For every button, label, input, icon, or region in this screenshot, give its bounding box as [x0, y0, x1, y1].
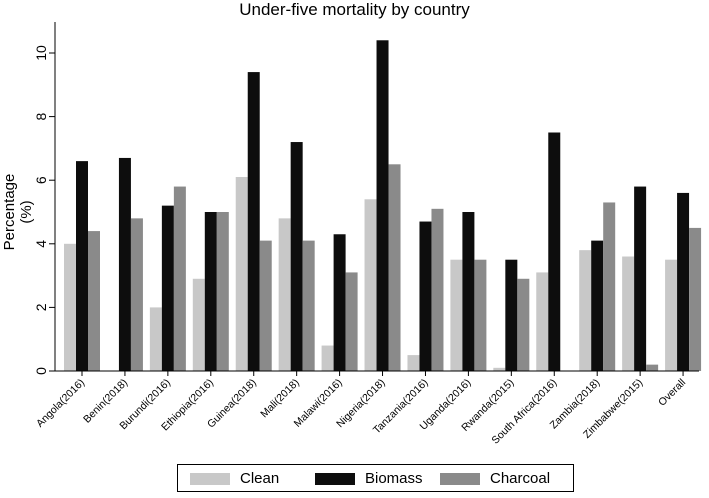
bar-charcoal-9 — [474, 259, 487, 371]
bar-charcoal-7 — [388, 164, 401, 371]
bar-clean-0 — [64, 243, 76, 371]
bar-clean-7 — [364, 199, 377, 371]
legend-label-biomass: Biomass — [365, 470, 423, 487]
bar-biomass-13 — [634, 186, 647, 371]
bar-biomass-12 — [591, 240, 604, 371]
y-tick-label-2: 2 — [33, 303, 49, 311]
x-tick-label-0: Angola(2016) — [34, 377, 87, 430]
bar-clean-11 — [536, 272, 549, 371]
y-tick-label-0: 0 — [33, 367, 49, 375]
bar-clean-8 — [407, 355, 420, 371]
bar-charcoal-3 — [216, 212, 229, 371]
bar-charcoal-6 — [345, 272, 358, 371]
bar-clean-5 — [278, 218, 291, 371]
y-tick-label-8: 8 — [33, 112, 49, 120]
legend-swatch-charcoal — [440, 473, 480, 485]
bar-charcoal-1 — [130, 218, 143, 371]
bar-charcoal-10 — [517, 278, 530, 371]
bar-biomass-11 — [548, 132, 561, 371]
y-tick-label-10: 10 — [33, 45, 49, 61]
legend-swatch-clean — [190, 473, 230, 485]
bar-clean-4 — [235, 177, 248, 371]
bar-charcoal-2 — [173, 186, 186, 371]
bar-biomass-6 — [333, 234, 346, 371]
bars-group — [64, 40, 702, 371]
bar-clean-14 — [665, 259, 678, 371]
x-tick-label-14: Overall — [656, 377, 688, 409]
bar-clean-10 — [493, 367, 506, 371]
bar-clean-3 — [192, 278, 205, 371]
y-tick-label-4: 4 — [33, 240, 49, 248]
bar-clean-12 — [579, 250, 592, 371]
y-tick-label-6: 6 — [33, 176, 49, 184]
legend-label-charcoal: Charcoal — [490, 470, 551, 487]
bar-clean-9 — [450, 259, 463, 371]
legend-swatch-biomass — [315, 473, 355, 485]
bar-biomass-3 — [204, 212, 217, 371]
bar-biomass-14 — [677, 192, 690, 371]
bar-charcoal-5 — [302, 240, 315, 371]
legend: Clean Biomass Charcoal — [177, 464, 574, 492]
bar-biomass-0 — [76, 161, 88, 371]
bar-charcoal-14 — [689, 227, 702, 371]
bar-charcoal-0 — [88, 231, 100, 371]
chart-title: Under-five mortality by country — [239, 0, 470, 19]
legend-label-clean: Clean — [240, 470, 280, 487]
bar-charcoal-8 — [431, 208, 444, 371]
bar-biomass-5 — [290, 142, 303, 371]
bar-charcoal-12 — [603, 202, 616, 371]
bar-biomass-10 — [505, 259, 518, 371]
bar-biomass-7 — [376, 40, 389, 371]
x-tick-label-5: Mali(2018) — [258, 377, 302, 421]
bar-biomass-4 — [247, 72, 260, 371]
bar-biomass-2 — [161, 205, 174, 371]
bar-clean-2 — [149, 307, 162, 371]
bar-biomass-9 — [462, 212, 475, 371]
bar-clean-6 — [321, 345, 334, 371]
bar-biomass-8 — [419, 221, 432, 371]
bar-charcoal-13 — [646, 364, 659, 371]
bar-clean-13 — [622, 256, 635, 371]
bar-charcoal-4 — [259, 240, 272, 371]
bar-biomass-1 — [118, 157, 131, 371]
